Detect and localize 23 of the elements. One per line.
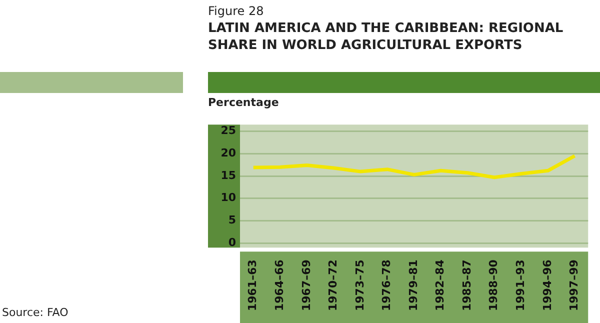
- x-tick-label: 1988–90: [487, 259, 500, 312]
- caption: Figure 28: [208, 4, 264, 18]
- y-tick-label: 25: [220, 124, 236, 138]
- x-tick-label: 1967–69: [300, 260, 313, 312]
- x-tick-label: 1985–87: [460, 260, 474, 312]
- y-tick-label: 10: [220, 191, 236, 204]
- y-tick-label: 15: [220, 168, 236, 182]
- x-tick-label: 1991–93: [514, 260, 528, 312]
- source-note: Source: FAO: [2, 306, 68, 319]
- x-tick-label: 1964–66: [273, 259, 286, 312]
- x-tick-label: 1961–63: [246, 260, 260, 312]
- y-tick-label: 20: [220, 146, 236, 160]
- x-tick-label: 1973–75: [353, 260, 366, 312]
- y-tick-label: 5: [228, 214, 236, 227]
- x-tick-label: 1970–72: [326, 260, 340, 312]
- y-axis-title: Percentage: [208, 96, 279, 109]
- x-tick-label: 1982–84: [434, 259, 447, 312]
- x-tick-label: 1994–96: [540, 259, 554, 312]
- x-tick-label: 1976–78: [380, 260, 394, 312]
- x-tick-label: 1997–99: [568, 260, 581, 312]
- x-tick-label: 1979–81: [406, 260, 420, 312]
- chart-title: LATIN AMERICA AND THE CARIBBEAN: REGIONAL SHARE IN WORLD AGRICULTURAL EXPORTS: [208, 20, 564, 54]
- y-tick-label: 0: [228, 236, 236, 249]
